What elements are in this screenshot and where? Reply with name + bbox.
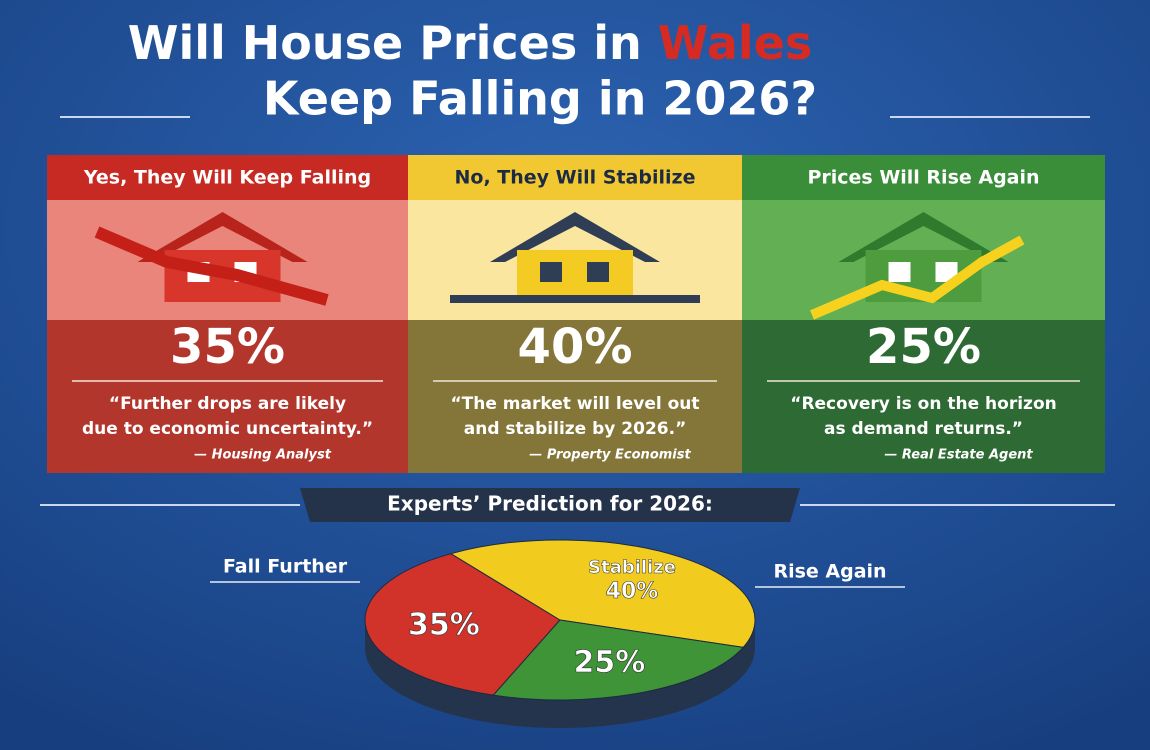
cards: Yes, They Will Keep Falling 35% “Further d… (47, 155, 1105, 473)
card-quote: due to economic uncertainty.” (82, 419, 373, 439)
card-header (742, 155, 1105, 200)
card-lower (742, 320, 1105, 473)
card-quote: as demand returns.” (824, 419, 1023, 439)
category-label: Rise Again (773, 561, 886, 583)
house-window (540, 262, 562, 282)
card-heading: Prices Will Rise Again (807, 167, 1039, 189)
slice-label: 25% (574, 645, 646, 680)
house-base (450, 295, 700, 303)
house-body (517, 250, 633, 302)
title-highlight: Wales (658, 16, 813, 70)
category-label: Fall Further (223, 556, 348, 578)
card-percent: 40% (518, 319, 633, 375)
prediction-banner (300, 488, 800, 522)
card-quote: “Recovery is on the horizon (790, 394, 1056, 414)
card-quote: “Further drops are likely (109, 394, 346, 414)
trend-arrow (94, 226, 329, 306)
title-text: Will House Prices in (128, 16, 642, 70)
slice-label: 35% (408, 607, 480, 642)
card-heading: Yes, They Will Keep Falling (83, 167, 371, 189)
card-quote: “The market will level out (450, 394, 699, 414)
pie-chart: 35% 40% 25% Fall Further Stabilize Rise Again (210, 539, 905, 728)
prediction-title: Experts’ Prediction for 2026: (387, 492, 713, 516)
card-heading: No, They Will Stabilize (455, 167, 696, 189)
category-label: Stabilize (588, 557, 676, 578)
card-lower (408, 320, 742, 473)
card-source: — Real Estate Agent (884, 448, 1033, 463)
pie-slice (492, 619, 745, 701)
trend-arrow (810, 235, 1025, 320)
card-header (47, 155, 408, 200)
card-percent: 35% (170, 319, 285, 375)
slice-label: 40% (606, 579, 659, 604)
house-roof (490, 212, 660, 262)
card-source: — Property Economist (529, 448, 691, 463)
pie-slice (364, 553, 561, 696)
card-quote: and stabilize by 2026.” (464, 419, 687, 439)
card-percent: 25% (866, 319, 981, 375)
pie-slice (449, 539, 756, 648)
title-line-2: Keep Falling in 2026? (263, 72, 817, 126)
card-source: — Housing Analyst (194, 448, 332, 463)
house-window (888, 262, 911, 282)
house-window (935, 262, 958, 282)
card-lower (47, 320, 408, 473)
house-window (587, 262, 609, 282)
title-line-1: Will House Prices in Wales (128, 16, 813, 70)
card-header (408, 155, 742, 200)
